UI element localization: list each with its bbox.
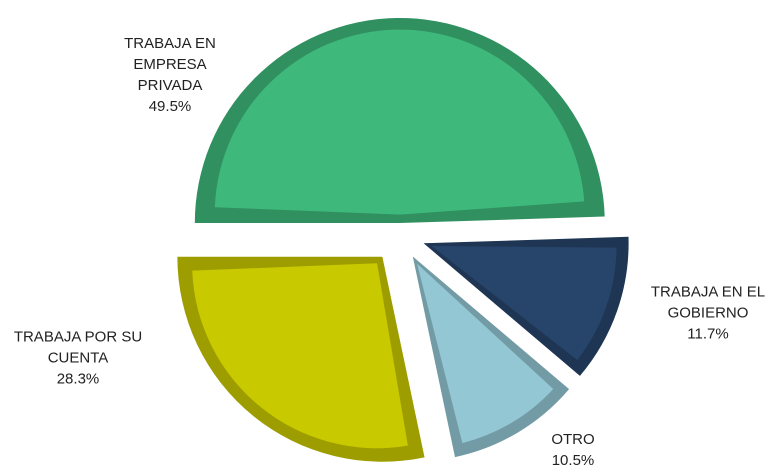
- slice-face: [214, 29, 585, 215]
- value-label: 11.7%: [687, 325, 729, 343]
- category-label: TRABAJA EN EL GOBIERNO: [650, 283, 766, 322]
- slice-label: OTRO 10.5%: [533, 429, 613, 471]
- category-label: OTRO: [551, 431, 595, 448]
- slice-face: [417, 263, 554, 444]
- slice-face: [192, 263, 408, 449]
- value-label: 10.5%: [551, 452, 595, 469]
- value-label: 28.3%: [56, 370, 100, 388]
- value-label: 49.5%: [148, 98, 192, 115]
- slice-label: TRABAJA POR SU CUENTA 28.3%: [0, 327, 158, 390]
- category-label: TRABAJA EN EMPRESA PRIVADA: [124, 35, 216, 94]
- slice-face: [431, 246, 617, 360]
- slice-label: TRABAJA EN EMPRESA PRIVADA 49.5%: [110, 33, 230, 117]
- slice-label: TRABAJA EN EL GOBIERNO 11.7%: [633, 282, 778, 345]
- category-label: TRABAJA POR SU CUENTA: [13, 328, 143, 367]
